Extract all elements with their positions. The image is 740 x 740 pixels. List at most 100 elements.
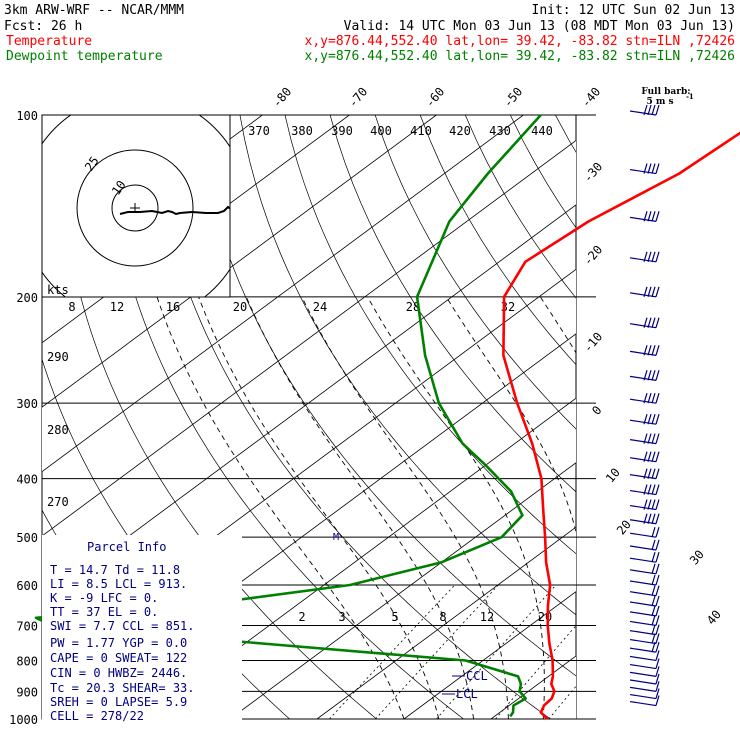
hodograph: 10 25 kts (41, 114, 231, 298)
mixing-ratio-line (329, 584, 456, 719)
wind-barb-flag (655, 673, 660, 685)
theta-label: 440 (531, 124, 553, 138)
wind-barb (629, 650, 660, 662)
wind-barb-flag (655, 513, 660, 524)
wind-barb (629, 563, 660, 575)
pressure-label: 100 (16, 109, 38, 123)
wind-barb-flag (647, 370, 652, 381)
wind-barb (629, 688, 660, 700)
wind-barb-flag (643, 317, 648, 328)
mixing-ratio-line (548, 685, 576, 719)
isotherm-line (42, 139, 576, 537)
wind-barb-flag (651, 585, 656, 596)
wind-barb (629, 658, 660, 670)
isotherm-line (229, 462, 576, 719)
pressure-label: 400 (16, 473, 38, 487)
theta-e-label: 28 (406, 300, 420, 314)
wind-barb-flag (647, 345, 652, 356)
hodograph-ring-label: 25 (82, 154, 102, 174)
parcel-info-line: LI = 8.5 LCL = 913. (50, 577, 187, 591)
wind-barb-staff (629, 700, 657, 707)
theta-label: 410 (410, 124, 432, 138)
wind-barb-flag (655, 414, 660, 425)
wind-barb-flag (651, 605, 656, 617)
parcel-info-line: SREH = 0 LAPSE= 5.9 (50, 695, 187, 709)
wind-barb (629, 317, 660, 329)
theta-label: 390 (331, 124, 353, 138)
wind-barb-flag (655, 468, 660, 479)
theta-label: 420 (449, 124, 471, 138)
mixing-ratio-label: 20 (538, 610, 552, 624)
wind-barb (629, 163, 660, 175)
wind-barb-flag (655, 484, 660, 495)
pressure-label: 700 (16, 619, 38, 633)
wind-barb-flag (655, 605, 660, 617)
wind-barb-flag (647, 414, 652, 425)
temperature-legend-info: x,y=876.44,552.40 lat,lon= 39.42, -83.82… (305, 34, 735, 49)
theta-left-label: 280 (47, 423, 69, 437)
wind-barb-flag (655, 585, 660, 596)
wind-barb (629, 681, 660, 692)
wind-barb-flag (647, 104, 652, 116)
wind-barb (629, 539, 660, 551)
wind-barb-flag (651, 345, 656, 356)
wind-barb (629, 585, 660, 597)
theta-label: 400 (370, 124, 392, 138)
hodograph-ring (76, 149, 194, 267)
wind-barb-flag (655, 317, 660, 328)
wind-barb (629, 624, 660, 636)
wind-barb-flag (651, 317, 656, 328)
wind-barb-flag (643, 370, 648, 381)
pressure-label: 300 (16, 397, 38, 411)
dry-adiabat (374, 115, 576, 430)
wind-barb-flag (647, 393, 652, 404)
wind-barb (629, 552, 660, 563)
wind-barb-flag (651, 414, 656, 425)
wind-barb-staff (629, 655, 657, 662)
wind-barb-flag (655, 286, 660, 297)
wind-barb (629, 695, 660, 707)
wind-barb-staff (629, 671, 657, 677)
wind-barb-flag (651, 574, 656, 586)
wind-barb-flag (643, 513, 648, 524)
mixing-ratio-label: 8 (439, 610, 446, 624)
parcel-info-line: Tc = 20.3 SHEAR= 33. (50, 681, 195, 695)
wind-barb-staff (629, 686, 657, 692)
wind-barb-flag (651, 513, 656, 524)
dry-adiabat (600, 115, 740, 732)
wind-barb-flag (655, 552, 660, 563)
wind-barb-flag (651, 499, 656, 510)
wind-barb-flag (655, 615, 660, 626)
forecast-hour: Fcst: 26 h (4, 19, 82, 34)
hodograph-frame (41, 114, 231, 298)
wind-barb-flag (655, 211, 660, 222)
hodograph-ring-label: 10 (109, 178, 129, 198)
wind-barb-flag (655, 539, 660, 551)
wind-barb-flag (655, 499, 660, 510)
moist-adiabat (245, 296, 475, 719)
wind-barb (629, 641, 660, 653)
isotherm-label: -80 (270, 85, 295, 111)
theta-labels: 370 380 390 400 410 420 430 440 20 24 28… (47, 124, 553, 509)
theta-e-label: 24 (313, 300, 327, 314)
wind-barb-flag (647, 211, 652, 222)
temperature-profile (502, 131, 740, 720)
wind-barb-staff (629, 663, 657, 670)
wind-barb-flag (655, 666, 660, 677)
wind-barb-flag (651, 563, 656, 575)
dewpoint-legend-info: x,y=876.44,552.40 lat,lon= 39.42, -83.82… (305, 49, 735, 64)
isotherm-line (42, 204, 576, 601)
wind-barb-flag (655, 345, 660, 356)
wind-barb-flag (655, 433, 660, 444)
isotherm-label: -30 (581, 160, 606, 186)
isotherm-label: -40 (579, 85, 604, 111)
wind-barb-flag (655, 641, 660, 653)
wind-barb-flag (655, 370, 660, 381)
wind-barb-flag (643, 211, 648, 222)
wind-barb-flag (651, 163, 656, 174)
wind-barb-staff (629, 693, 657, 700)
wind-barb-flag (647, 451, 652, 462)
pressure-label: 600 (16, 579, 38, 593)
wind-barb (629, 499, 660, 511)
wind-barb-flag (655, 574, 660, 586)
